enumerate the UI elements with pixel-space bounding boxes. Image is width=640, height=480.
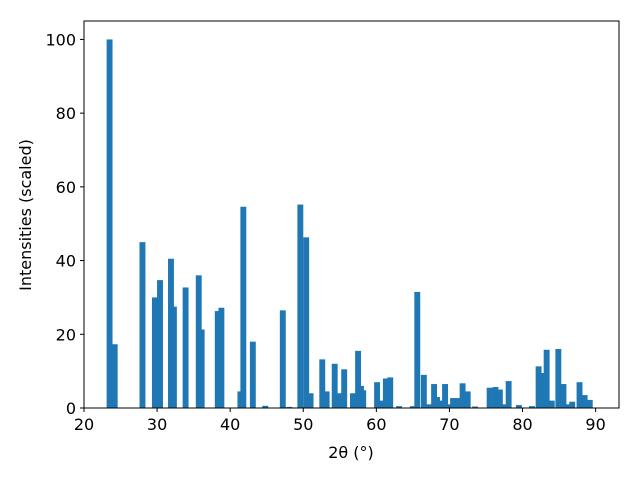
y-tick-label: 100: [45, 30, 76, 49]
bar: [382, 378, 389, 408]
bar: [459, 383, 466, 408]
bar: [341, 369, 348, 408]
bar: [307, 393, 314, 408]
bar: [374, 382, 381, 408]
x-tick-label: 30: [147, 415, 167, 434]
bar: [442, 384, 449, 408]
bar: [576, 382, 583, 408]
bar: [420, 374, 427, 408]
bar: [560, 384, 567, 408]
bar: [360, 390, 367, 408]
bar: [529, 406, 535, 408]
bar: [515, 405, 522, 408]
bar: [336, 393, 343, 408]
bar: [170, 306, 177, 408]
bar: [279, 310, 286, 408]
bar: [569, 401, 576, 408]
bar: [350, 393, 356, 408]
bar: [139, 242, 146, 408]
x-tick-label: 70: [439, 415, 459, 434]
bar: [379, 400, 386, 408]
bar: [151, 297, 158, 408]
bar: [262, 405, 269, 408]
bar: [564, 404, 571, 408]
bar: [426, 404, 432, 408]
bar: [111, 344, 118, 408]
bar: [472, 406, 478, 408]
y-axis-label: Intensities (scaled): [16, 139, 35, 291]
bar: [387, 377, 394, 408]
bar: [323, 391, 330, 408]
bar: [496, 389, 503, 408]
bar: [319, 359, 326, 408]
x-tick-label: 20: [74, 415, 94, 434]
x-tick-label: 60: [366, 415, 386, 434]
bar: [548, 400, 555, 408]
y-tick-label: 20: [56, 325, 76, 344]
bar: [218, 307, 225, 408]
bar: [464, 391, 471, 408]
bar: [157, 280, 163, 408]
x-tick-label: 40: [220, 415, 240, 434]
bar: [450, 398, 457, 408]
x-tick-label: 90: [585, 415, 605, 434]
bar: [505, 381, 512, 408]
bar: [214, 311, 221, 408]
x-axis-label: 2θ (°): [328, 443, 374, 462]
y-tick-label: 0: [66, 399, 76, 418]
bar: [331, 363, 338, 408]
bar: [431, 384, 438, 408]
bar: [492, 386, 499, 408]
bar: [543, 349, 550, 408]
bar: [555, 349, 562, 408]
bar: [409, 406, 416, 408]
bar: [182, 287, 189, 408]
bar: [106, 39, 113, 409]
plot-frame: [83, 20, 620, 409]
bar: [436, 400, 443, 408]
bar: [538, 372, 545, 408]
bar: [286, 406, 293, 408]
bar: [355, 350, 362, 408]
bar: [455, 398, 462, 408]
bar: [581, 395, 588, 408]
bar: [198, 329, 205, 408]
y-tick-label: 80: [56, 104, 76, 123]
bar: [445, 404, 452, 408]
y-tick-label: 40: [56, 252, 76, 271]
bar: [586, 399, 593, 408]
bar: [249, 341, 256, 408]
bar: [240, 206, 247, 408]
bar: [396, 406, 402, 408]
bar: [297, 204, 304, 408]
y-tick-label: 60: [56, 178, 76, 197]
bar: [303, 237, 310, 408]
bar: [414, 291, 421, 408]
bar: [486, 387, 493, 408]
bar: [500, 404, 507, 408]
x-tick-label: 50: [293, 415, 313, 434]
x-tick-label: 80: [512, 415, 532, 434]
